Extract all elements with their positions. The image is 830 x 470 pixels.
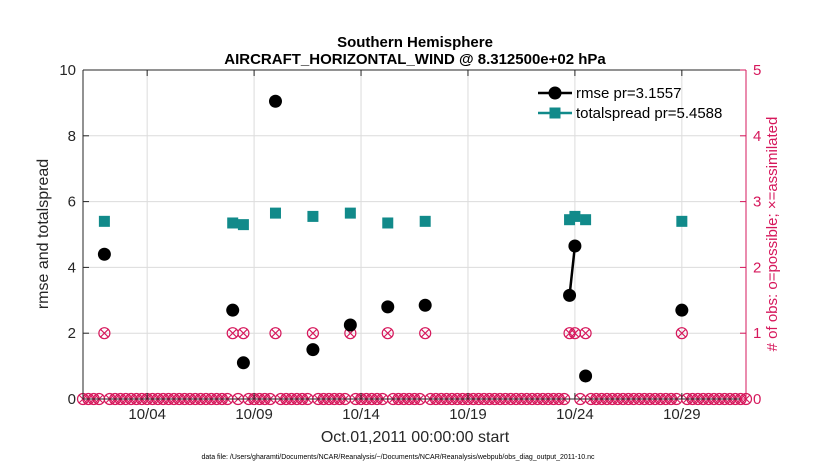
obs-assimilated-marker bbox=[581, 328, 590, 338]
totalspread-point bbox=[419, 215, 431, 227]
y2-tick-label: 4 bbox=[753, 128, 761, 145]
obs-assimilated-marker bbox=[99, 328, 109, 338]
totalspread-point bbox=[98, 215, 110, 227]
obs-possible-marker bbox=[306, 327, 320, 340]
obs-assimilated-marker bbox=[677, 328, 687, 338]
series-circle bbox=[97, 94, 689, 383]
legend-label: totalspread pr=5.4588 bbox=[576, 105, 722, 122]
obs-assimilated-marker bbox=[228, 328, 238, 338]
y-tick-label: 4 bbox=[68, 259, 76, 276]
obs-assimilated-marker bbox=[308, 328, 318, 338]
totalspread-point bbox=[237, 219, 249, 231]
x-axis: 10/04 10/09 10/14 10/19 10/24 10/29 bbox=[128, 70, 701, 423]
obs-count-marker-nonzero bbox=[675, 327, 688, 340]
obs-possible-marker bbox=[98, 327, 111, 340]
y2-tick-label: 5 bbox=[753, 62, 761, 79]
axis-frame bbox=[82, 69, 747, 400]
obs-count-marker-nonzero bbox=[419, 327, 432, 340]
obs-assimilated-marker bbox=[570, 328, 580, 338]
y2-tick-label: 1 bbox=[753, 325, 761, 342]
rmse-point bbox=[381, 300, 395, 314]
rmse-point bbox=[226, 303, 240, 317]
totalspread-point bbox=[344, 207, 356, 219]
y-axis-left: 0 2 4 6 8 10 bbox=[59, 62, 89, 408]
y2-tick-label: 0 bbox=[753, 391, 761, 408]
totalspread-point bbox=[676, 215, 688, 227]
totalspread-point bbox=[307, 210, 319, 222]
series-line-segment bbox=[568, 245, 577, 296]
rmse-point bbox=[568, 239, 582, 253]
rmse-point bbox=[236, 356, 250, 370]
y-axis-label: rmse and totalspread bbox=[35, 159, 52, 309]
y2-tick-label: 2 bbox=[753, 259, 761, 276]
obs-count-marker-nonzero bbox=[237, 327, 250, 340]
obs-count-marker-nonzero bbox=[381, 327, 394, 340]
rmse-point bbox=[675, 303, 689, 317]
x-tick-label: 10/14 bbox=[342, 406, 380, 423]
rmse-point bbox=[563, 288, 577, 302]
y2-axis-label: # of obs: o=possible; ×=assimilated bbox=[764, 117, 781, 352]
legend-marker-square bbox=[549, 107, 561, 119]
y2-tick-label: 3 bbox=[753, 194, 761, 211]
y-tick-label: 10 bbox=[59, 62, 76, 79]
legend-marker-circle bbox=[548, 86, 562, 100]
obs-count-marker-nonzero bbox=[269, 327, 282, 340]
y-tick-label: 8 bbox=[68, 128, 76, 145]
totalspread-point bbox=[580, 214, 592, 226]
series-square bbox=[98, 207, 688, 231]
obs-possible-marker bbox=[381, 327, 394, 340]
obs-assimilated-marker bbox=[420, 328, 430, 338]
rmse-point bbox=[268, 94, 282, 108]
totalspread-point bbox=[569, 210, 581, 222]
x-tick-label: 10/04 bbox=[128, 406, 166, 423]
obs-assimilated-marker bbox=[239, 328, 248, 338]
totalspread-point bbox=[269, 207, 281, 219]
data-series bbox=[97, 94, 689, 383]
plot-area bbox=[83, 70, 746, 399]
y-tick-label: 2 bbox=[68, 325, 76, 342]
rmse-point bbox=[343, 318, 357, 332]
obs-count-marker-nonzero bbox=[98, 327, 111, 340]
x-tick-label: 10/19 bbox=[449, 406, 487, 423]
obs-possible-marker bbox=[269, 327, 282, 340]
x-tick-label: 10/29 bbox=[663, 406, 701, 423]
y-tick-label: 6 bbox=[68, 194, 76, 211]
rmse-point bbox=[97, 247, 111, 261]
legend-item: rmse pr=3.1557 bbox=[538, 85, 681, 102]
legend-item: totalspread pr=5.4588 bbox=[538, 105, 722, 122]
chart-title: Southern Hemisphere bbox=[337, 34, 493, 51]
totalspread-point bbox=[382, 217, 394, 229]
y-axis-right: 0 1 2 3 4 5 bbox=[740, 62, 761, 408]
obs-possible-marker bbox=[419, 327, 432, 340]
obs-possible-marker bbox=[675, 327, 688, 340]
chart-subtitle: AIRCRAFT_HORIZONTAL_WIND @ 8.312500e+02 … bbox=[224, 51, 606, 68]
rmse-point bbox=[418, 298, 432, 312]
x-axis-label: Oct.01,2011 00:00:00 start bbox=[321, 429, 510, 446]
y-tick-label: 0 bbox=[68, 391, 76, 408]
legend: rmse pr=3.1557 totalspread pr=5.4588 bbox=[538, 85, 722, 122]
obs-assimilated-marker bbox=[271, 328, 280, 338]
legend-label: rmse pr=3.1557 bbox=[576, 85, 681, 102]
obs-possible-marker bbox=[579, 327, 592, 340]
obs-possible-marker bbox=[237, 327, 250, 340]
x-tick-label: 10/09 bbox=[235, 406, 273, 423]
obs-count-marker-nonzero bbox=[579, 327, 592, 340]
data-file-footnote: data file: /Users/gharamti/Documents/NCA… bbox=[201, 454, 595, 461]
totalspread-point bbox=[227, 217, 239, 229]
obs-count-marker-nonzero bbox=[306, 327, 320, 340]
x-tick-label: 10/24 bbox=[556, 406, 594, 423]
obs-assimilated-marker bbox=[383, 328, 393, 338]
rmse-point bbox=[579, 369, 593, 383]
rmse-point bbox=[306, 343, 320, 357]
